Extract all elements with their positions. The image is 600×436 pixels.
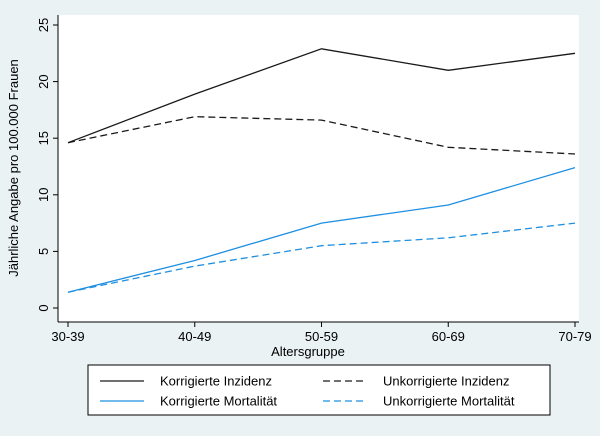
series-line-3 <box>67 166 576 293</box>
legend-label: Korrigierte Mortalität <box>160 394 277 409</box>
series-layer <box>67 48 576 293</box>
y-tick-label: 25 <box>36 18 51 32</box>
series-line-4 <box>67 222 576 293</box>
x-axis-title: Altersgruppe <box>271 344 345 359</box>
legend-label: Korrigierte Inzidenz <box>160 374 272 389</box>
y-tick-label: 10 <box>36 188 51 202</box>
legend-box <box>87 364 551 416</box>
x-tick-label: 40-49 <box>178 329 211 344</box>
legend-label: Unkorrigierte Mortalität <box>383 394 515 409</box>
series-line-2 <box>67 116 576 155</box>
plot-area <box>58 15 579 322</box>
y-tick-label: 15 <box>36 131 51 145</box>
y-tick-label: 20 <box>36 74 51 88</box>
x-tick-label: 30-39 <box>51 329 84 344</box>
legend: Korrigierte Inzidenz Unkorrigierte Inzide… <box>87 364 551 416</box>
series-line-1 <box>67 48 576 144</box>
x-axis-ticks: 30-39 40-49 50-59 60-69 70-79 <box>51 322 592 344</box>
x-tick-label: 70-79 <box>558 329 591 344</box>
y-tick-label: 0 <box>36 304 51 311</box>
x-tick-label: 60-69 <box>432 329 465 344</box>
y-tick-label: 5 <box>36 248 51 255</box>
y-axis-ticks: 0 5 10 15 20 25 <box>36 18 58 312</box>
legend-label: Unkorrigierte Inzidenz <box>383 374 509 389</box>
x-tick-label: 50-59 <box>305 329 338 344</box>
y-axis-title: Jährliche Angabe pro 100.000 Frauen <box>6 59 21 277</box>
